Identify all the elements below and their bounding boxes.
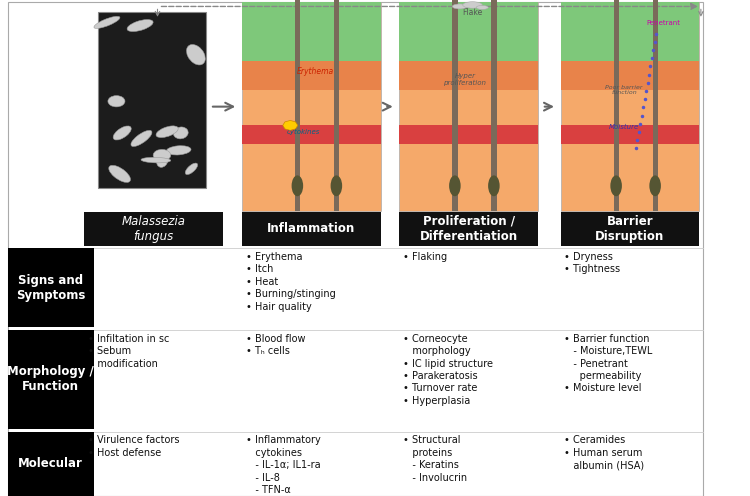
- Ellipse shape: [131, 130, 152, 146]
- Text: Poor barrier
function: Poor barrier function: [605, 85, 643, 95]
- Bar: [334, 0, 339, 211]
- Text: • Structural
   proteins
   - Keratins
   - Involucrin: • Structural proteins - Keratins - Invol…: [404, 435, 467, 483]
- Text: • Dryness
• Tightness: • Dryness • Tightness: [564, 252, 620, 274]
- Text: • Corneocyte
   morphology
• IC lipid structure
• Parakeratosis
• Turnover rate
: • Corneocyte morphology • IC lipid struc…: [404, 334, 494, 406]
- Text: • Flaking: • Flaking: [404, 252, 447, 262]
- Ellipse shape: [173, 127, 188, 139]
- Bar: [8, 432, 94, 496]
- Bar: [399, 212, 538, 246]
- Ellipse shape: [185, 163, 197, 175]
- Ellipse shape: [94, 16, 120, 28]
- Text: • Erythema
• Itch
• Heat
• Burning/stinging
• Hair quality: • Erythema • Itch • Heat • Burning/sting…: [246, 252, 335, 311]
- Bar: [8, 330, 94, 429]
- Text: Signs and
Symptoms: Signs and Symptoms: [16, 274, 86, 302]
- Bar: [242, 212, 380, 246]
- Bar: [491, 0, 496, 211]
- Text: • Barrier function
   - Moisture,TEWL
   - Penetrant
     permeability
• Moistur: • Barrier function - Moisture,TEWL - Pen…: [564, 334, 652, 393]
- Bar: [98, 12, 206, 188]
- Ellipse shape: [157, 153, 168, 167]
- Bar: [295, 0, 300, 211]
- Ellipse shape: [166, 146, 191, 155]
- Bar: [242, 2, 380, 211]
- Bar: [652, 0, 658, 211]
- Text: Moisture: Moisture: [609, 124, 639, 130]
- Text: Flake: Flake: [462, 8, 483, 17]
- Text: • Virulence factors
• Host defense: • Virulence factors • Host defense: [88, 435, 180, 458]
- Bar: [560, 125, 699, 144]
- Bar: [399, 125, 538, 144]
- Ellipse shape: [488, 176, 500, 196]
- Ellipse shape: [476, 5, 488, 9]
- Text: Malassezia
fungus: Malassezia fungus: [122, 215, 186, 243]
- Text: • Inflammatory
   cytokines
   - IL-1α; IL1-ra
   - IL-8
   - TFN-α
   - IFN-γ
•: • Inflammatory cytokines - IL-1α; IL1-ra…: [246, 435, 320, 496]
- Ellipse shape: [113, 126, 131, 140]
- Text: • Infiltation in sc
• Sebum
   modification: • Infiltation in sc • Sebum modification: [88, 334, 170, 369]
- Ellipse shape: [156, 126, 178, 137]
- Text: Penetrant: Penetrant: [646, 20, 681, 26]
- Bar: [84, 212, 224, 246]
- Bar: [399, 2, 538, 211]
- Bar: [242, 61, 380, 90]
- Text: Proliferation /
Differentiation: Proliferation / Differentiation: [420, 215, 518, 243]
- Bar: [242, 125, 380, 144]
- Ellipse shape: [187, 45, 206, 65]
- Text: Erythema: Erythema: [296, 67, 334, 76]
- Text: • Ceramides
• Human serum
   albumin (HSA): • Ceramides • Human serum albumin (HSA): [564, 435, 644, 470]
- Text: cytokines: cytokines: [287, 128, 320, 135]
- Bar: [614, 0, 619, 211]
- Bar: [399, 61, 538, 90]
- Ellipse shape: [650, 176, 661, 196]
- Bar: [452, 0, 458, 211]
- Ellipse shape: [153, 149, 171, 161]
- Ellipse shape: [610, 176, 622, 196]
- Text: Barrier
Disruption: Barrier Disruption: [596, 215, 664, 243]
- Text: Morphology /
Function: Morphology / Function: [8, 366, 94, 393]
- Bar: [8, 248, 94, 327]
- Bar: [560, 2, 699, 61]
- Ellipse shape: [331, 176, 342, 196]
- Text: Inflammation: Inflammation: [267, 222, 356, 236]
- Bar: [399, 2, 538, 61]
- Ellipse shape: [141, 157, 171, 163]
- Ellipse shape: [127, 19, 153, 32]
- Text: Hyper
proliferation: Hyper proliferation: [443, 73, 487, 86]
- Ellipse shape: [452, 4, 467, 9]
- Bar: [560, 212, 699, 246]
- Ellipse shape: [449, 176, 460, 196]
- Bar: [560, 2, 699, 211]
- Ellipse shape: [292, 176, 303, 196]
- Text: • Blood flow
• Tₕ cells: • Blood flow • Tₕ cells: [246, 334, 305, 356]
- Text: Molecular: Molecular: [18, 457, 83, 470]
- Bar: [242, 2, 380, 61]
- Ellipse shape: [108, 96, 125, 107]
- Ellipse shape: [109, 165, 130, 183]
- Bar: [560, 61, 699, 90]
- Ellipse shape: [463, 1, 482, 8]
